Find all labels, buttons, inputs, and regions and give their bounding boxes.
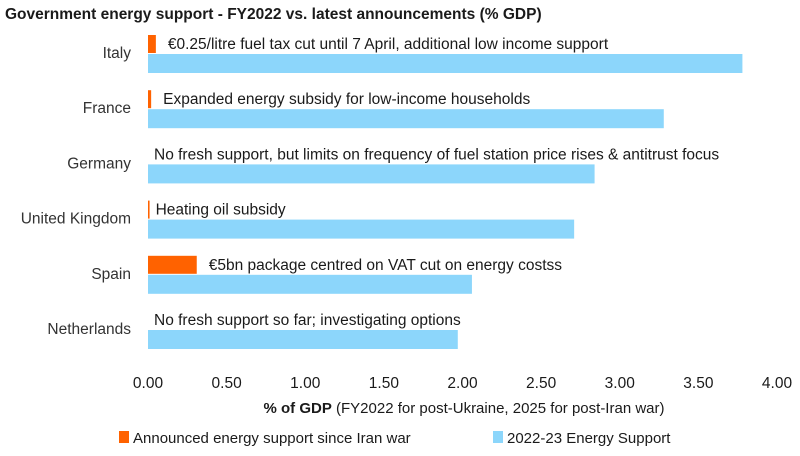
chart-title: Government energy support - FY2022 vs. l… <box>5 6 542 23</box>
bar-announced-united-kingdom <box>148 200 150 219</box>
x-tick-label: 1.50 <box>369 375 400 392</box>
x-axis: 0.00 0.50 1.00 1.50 2.00 2.50 3.00 3.50 4.00 <box>133 375 793 392</box>
x-axis-title-bold: % of GDP <box>264 400 332 417</box>
x-tick-label: 0.00 <box>133 375 164 392</box>
x-tick-label: 2.00 <box>447 375 478 392</box>
x-tick-label: 2.50 <box>526 375 557 392</box>
x-tick-label: 0.50 <box>212 375 243 392</box>
category-label-france: France <box>83 100 131 117</box>
annotation-france: Expanded energy subsidy for low-income h… <box>163 91 530 108</box>
bar-announced-italy <box>148 35 156 53</box>
category-label-netherlands: Netherlands <box>47 321 131 338</box>
legend: Announced energy support since Iran war … <box>119 430 671 447</box>
bar-2022-23-united-kingdom <box>148 219 575 239</box>
x-tick-label: 4.00 <box>762 375 793 392</box>
x-axis-title: % of GDP (FY2022 for post-Ukraine, 2025 … <box>264 400 665 417</box>
x-tick-label: 3.50 <box>683 375 714 392</box>
annotation-netherlands: No fresh support so far; investigating o… <box>154 312 461 329</box>
x-axis-title-rest: (FY2022 for post-Ukraine, 2025 for post-… <box>332 400 665 417</box>
annotation-spain: €5bn package centred on VAT cut on energ… <box>209 257 563 274</box>
legend-label-announced: Announced energy support since Iran war <box>133 430 411 447</box>
annotation-germany: No fresh support, but limits on frequenc… <box>154 146 719 163</box>
annotation-italy: €0.25/litre fuel tax cut until 7 April, … <box>168 36 609 53</box>
legend-label-2022-23: 2022-23 Energy Support <box>507 430 671 447</box>
bar-2022-23-france <box>148 109 664 129</box>
category-label-spain: Spain <box>91 266 131 283</box>
category-label-germany: Germany <box>67 155 131 172</box>
bar-2022-23-spain <box>148 274 472 294</box>
x-tick-label: 1.00 <box>290 375 321 392</box>
legend-swatch-announced <box>119 431 129 443</box>
annotation-united-kingdom: Heating oil subsidy <box>156 202 286 219</box>
legend-swatch-2022-23 <box>493 431 503 443</box>
plot-area: Italy €0.25/litre fuel tax cut until 7 Ap… <box>21 35 743 349</box>
bar-2022-23-germany <box>148 164 595 184</box>
bar-2022-23-italy <box>148 54 743 73</box>
bar-announced-france <box>148 90 152 109</box>
bar-2022-23-netherlands <box>148 330 458 349</box>
x-tick-label: 3.00 <box>605 375 636 392</box>
category-label-italy: Italy <box>103 45 132 62</box>
bar-announced-spain <box>148 255 197 274</box>
category-label-united-kingdom: United Kingdom <box>21 211 131 228</box>
